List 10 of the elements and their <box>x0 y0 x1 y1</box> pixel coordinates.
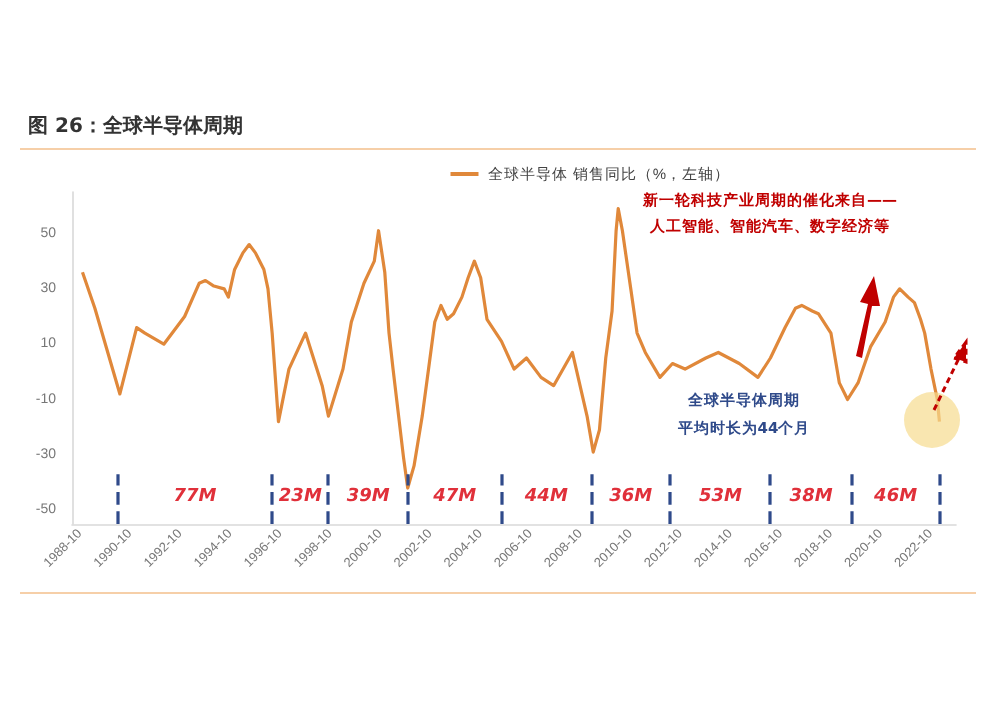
annotation: 39M <box>346 487 390 508</box>
annotation: 46M <box>872 487 918 508</box>
annotation: 38M <box>789 487 833 508</box>
chart-title: 图 26：全球半导体周期 <box>28 113 243 140</box>
annotation: 23M <box>278 487 322 508</box>
annotation: 44M <box>522 487 568 508</box>
annotation: 53M <box>698 487 742 508</box>
annotation: 77M <box>173 487 217 508</box>
annotation: 47M <box>431 487 477 508</box>
annotation: 36M <box>609 487 653 508</box>
